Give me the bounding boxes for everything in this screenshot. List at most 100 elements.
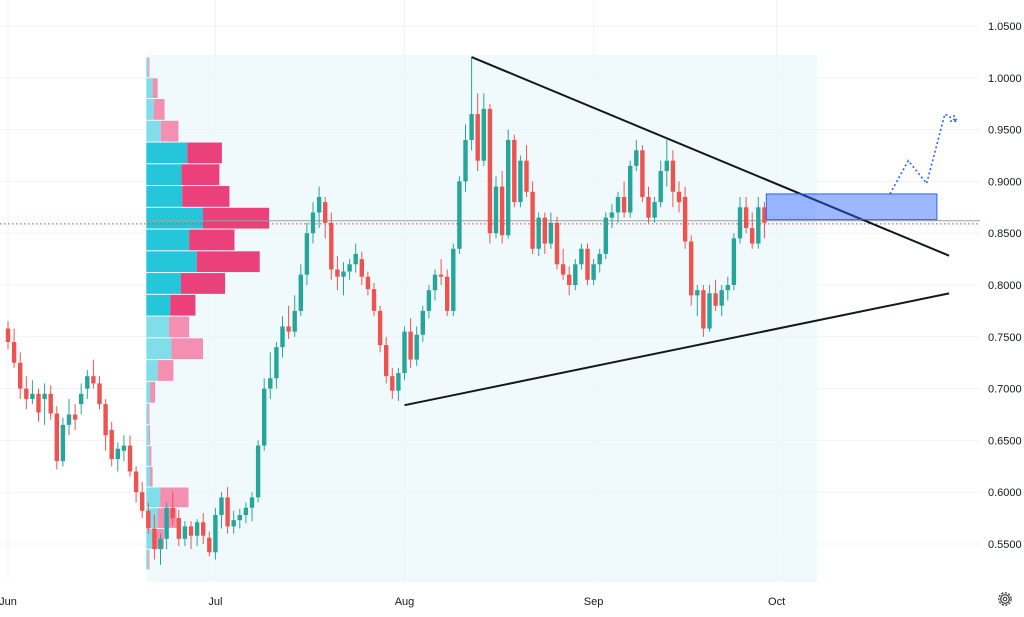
volume-profile-down-bar <box>150 466 153 487</box>
candle-body <box>554 222 560 265</box>
candle <box>646 186 651 223</box>
candle-body <box>512 139 517 203</box>
candle-body <box>207 537 212 553</box>
trendline-lower <box>404 292 950 407</box>
volume-profile-down-bar <box>171 338 203 360</box>
candle-body <box>164 507 169 539</box>
candle-body <box>536 217 541 249</box>
candle <box>689 235 694 306</box>
volume-profile-up-bar <box>146 338 172 360</box>
candle-body <box>262 388 267 446</box>
candle-body <box>609 212 615 218</box>
volume-profile-down-bar <box>189 229 235 251</box>
candle <box>567 266 572 296</box>
candle <box>408 318 413 368</box>
volume-profile-up-bar <box>146 294 171 316</box>
candle <box>48 385 53 420</box>
volume-profile-up-bar <box>146 381 151 403</box>
candle-body <box>133 471 139 493</box>
volume-profile-down-bar <box>168 316 190 338</box>
candle <box>426 285 432 319</box>
candle <box>18 352 23 399</box>
drawings <box>0 56 980 407</box>
candle-body <box>524 160 529 192</box>
forecast-arrowhead <box>950 114 959 123</box>
candle <box>249 492 255 522</box>
candle <box>585 243 590 285</box>
candle-body <box>42 393 47 399</box>
candle-body <box>182 526 188 539</box>
volume-profile <box>146 57 980 570</box>
candle-body <box>670 160 676 192</box>
candle <box>268 352 273 399</box>
candle <box>30 380 35 405</box>
candle <box>323 196 328 239</box>
candle-body <box>695 290 700 296</box>
volume-profile-up-bar <box>146 446 150 466</box>
candle-body <box>60 424 66 462</box>
candle <box>560 248 566 280</box>
candle <box>670 150 676 208</box>
candle <box>359 251 364 285</box>
candle-body <box>469 114 474 140</box>
candle-body <box>573 264 578 285</box>
volume-profile-down-bar <box>148 549 150 570</box>
x-tick-label: Aug <box>395 596 415 608</box>
candle <box>737 196 743 244</box>
candle-body <box>316 196 322 213</box>
candle <box>524 145 529 197</box>
candle <box>304 222 310 285</box>
candle <box>499 171 505 244</box>
candle-body <box>579 248 584 265</box>
candle-body <box>170 507 175 519</box>
settings-button[interactable] <box>996 590 1014 608</box>
y-tick-label: 0.7500 <box>988 332 1022 344</box>
volume-profile-up-bar <box>146 487 161 508</box>
candle <box>609 204 615 229</box>
candle <box>72 404 78 431</box>
candle <box>127 435 133 477</box>
candle <box>682 186 688 249</box>
trendline-upper <box>471 56 950 257</box>
candle-body <box>152 528 157 550</box>
candle-body <box>603 217 608 254</box>
volume-profile-up-bar <box>146 207 203 229</box>
candle-body <box>36 393 41 413</box>
volume-profile-up-bar <box>146 251 197 273</box>
candle-body <box>414 334 419 360</box>
candle-body <box>438 274 444 277</box>
candle <box>750 212 755 249</box>
candle <box>445 269 450 317</box>
volume-profile-up-bar <box>146 508 158 528</box>
candle-body <box>11 341 17 363</box>
volume-profile-down-bar <box>148 57 150 78</box>
candle <box>591 259 596 285</box>
candle <box>164 502 169 550</box>
candle-body <box>219 497 224 515</box>
candle <box>109 421 114 467</box>
volume-profile-down-bar <box>187 142 222 164</box>
candle-body <box>481 108 486 161</box>
candle-body <box>731 238 737 285</box>
candle-body <box>79 393 84 405</box>
candle <box>640 145 645 203</box>
candle <box>530 181 535 254</box>
candle-body <box>225 497 230 527</box>
candle-body <box>158 538 163 550</box>
candle-body <box>499 186 505 236</box>
candle-body <box>652 202 657 218</box>
candle <box>146 502 151 534</box>
y-tick-label: 0.8500 <box>988 228 1022 240</box>
candle <box>512 134 517 208</box>
candle <box>237 508 242 529</box>
candle <box>280 316 285 358</box>
candle <box>140 481 145 519</box>
volume-profile-down-bar <box>170 294 196 316</box>
candle <box>615 191 621 223</box>
candle <box>60 417 66 467</box>
candle-body <box>402 331 407 374</box>
candle-body <box>54 413 59 462</box>
y-tick-label: 0.6500 <box>988 435 1022 447</box>
